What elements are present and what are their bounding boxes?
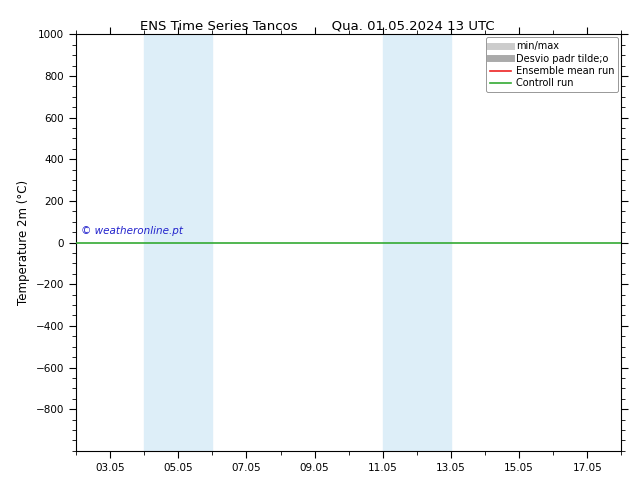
Text: ENS Time Series Tancos        Qua. 01.05.2024 13 UTC: ENS Time Series Tancos Qua. 01.05.2024 1… [139, 20, 495, 33]
Bar [383, 34, 451, 451]
Legend: min/max, Desvio padr tilde;o, Ensemble mean run, Controll run: min/max, Desvio padr tilde;o, Ensemble m… [486, 37, 618, 92]
Y-axis label: Temperature 2m (°C): Temperature 2m (°C) [17, 180, 30, 305]
Text: © weatheronline.pt: © weatheronline.pt [81, 226, 183, 236]
Bar [144, 34, 212, 451]
